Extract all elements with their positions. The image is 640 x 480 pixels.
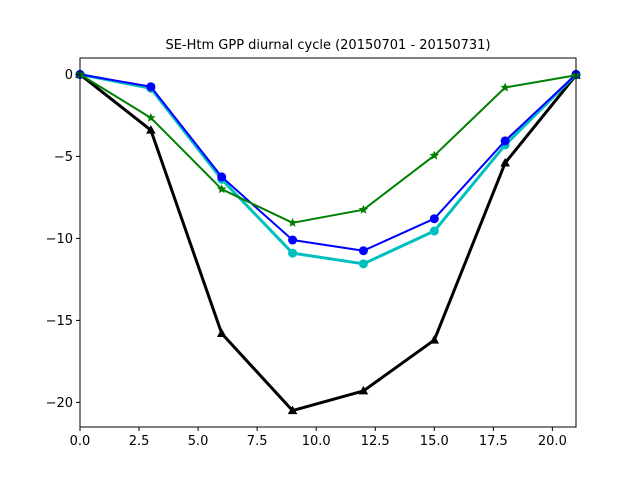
y-tick-label: −20 [46, 396, 73, 411]
x-tick-label: 5.0 [188, 434, 209, 449]
data-point [216, 328, 227, 338]
y-tick-label: −10 [46, 232, 73, 247]
data-point [146, 112, 156, 122]
chart-title: SE-Htm GPP diurnal cycle (20150701 - 201… [165, 38, 490, 53]
data-point [146, 82, 156, 92]
series-line [79, 73, 577, 252]
data-point [500, 82, 510, 92]
data-point [358, 259, 368, 269]
data-point [358, 246, 368, 256]
y-axis: 0 −5 −10 −15 −20 [46, 68, 80, 411]
data-point [429, 214, 439, 224]
y-tick-label: −15 [46, 314, 73, 329]
y-tick-label: 0 [65, 68, 73, 83]
data-point [429, 335, 440, 344]
data-point [146, 125, 156, 134]
data-point [216, 184, 227, 194]
series-1 [75, 69, 581, 269]
x-tick-label: 20.0 [538, 434, 567, 449]
data-point [358, 385, 369, 395]
x-tick-label: 7.5 [247, 434, 268, 449]
x-tick-label: 0.0 [70, 434, 91, 449]
x-axis: 0.0 2.5 5.0 7.5 10.0 12.5 15.0 17.5 20.0 [70, 427, 567, 449]
y-tick-label: −5 [54, 150, 73, 165]
data-point [287, 405, 298, 415]
data-point [217, 172, 227, 182]
data-point [288, 235, 298, 245]
x-tick-label: 2.5 [129, 434, 150, 449]
series-line [79, 73, 577, 224]
data-point [429, 150, 440, 160]
x-tick-label: 15.0 [420, 434, 449, 449]
data-point [500, 136, 510, 146]
plot-area-frame [79, 57, 577, 428]
data-point [429, 226, 439, 236]
data-point [287, 217, 298, 227]
series-line [79, 72, 578, 266]
data-point [288, 248, 298, 258]
series-0 [75, 69, 581, 415]
data-point [500, 157, 510, 167]
x-tick-label: 17.5 [479, 434, 508, 449]
series-line [79, 73, 578, 413]
series-layer [75, 69, 581, 415]
data-point [358, 204, 369, 214]
x-tick-label: 10.0 [302, 434, 331, 449]
x-tick-label: 12.5 [361, 434, 390, 449]
